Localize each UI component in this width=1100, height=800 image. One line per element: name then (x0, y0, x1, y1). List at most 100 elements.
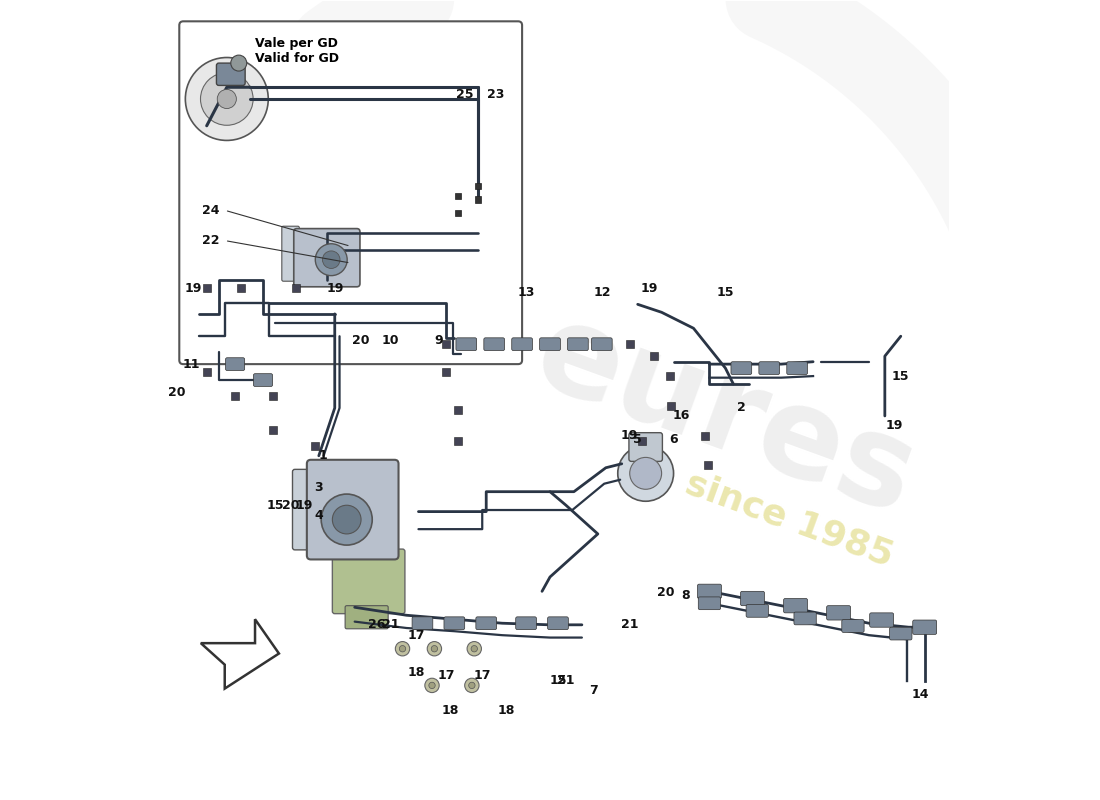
Circle shape (395, 642, 409, 656)
Text: since 1985: since 1985 (681, 466, 898, 573)
Text: 11: 11 (183, 358, 200, 370)
Bar (268, 392, 276, 400)
Bar (455, 194, 461, 199)
Bar (475, 183, 481, 190)
FancyBboxPatch shape (293, 470, 315, 550)
Text: 18: 18 (497, 705, 515, 718)
Text: 21: 21 (382, 618, 399, 631)
Text: 6: 6 (669, 434, 678, 446)
Bar (650, 352, 658, 360)
Circle shape (200, 73, 253, 126)
Bar (475, 196, 481, 202)
Text: 20: 20 (168, 386, 186, 398)
FancyBboxPatch shape (629, 433, 662, 462)
Text: 19: 19 (886, 419, 903, 432)
Circle shape (332, 506, 361, 534)
FancyBboxPatch shape (592, 338, 613, 350)
Text: 15: 15 (266, 498, 284, 512)
Circle shape (322, 251, 340, 269)
Text: 1: 1 (318, 450, 327, 462)
Circle shape (399, 646, 406, 652)
FancyBboxPatch shape (890, 627, 912, 640)
FancyBboxPatch shape (484, 338, 505, 350)
Circle shape (469, 682, 475, 689)
Circle shape (471, 646, 477, 652)
Text: 7: 7 (590, 685, 598, 698)
Bar (638, 438, 646, 446)
Circle shape (425, 678, 439, 693)
FancyBboxPatch shape (412, 617, 432, 630)
Circle shape (629, 458, 661, 490)
Text: eures: eures (519, 292, 932, 540)
FancyBboxPatch shape (740, 591, 764, 606)
FancyBboxPatch shape (698, 597, 720, 610)
FancyBboxPatch shape (179, 22, 522, 364)
FancyBboxPatch shape (548, 617, 569, 630)
FancyBboxPatch shape (476, 617, 496, 630)
Bar (666, 372, 673, 380)
Circle shape (321, 494, 372, 545)
FancyBboxPatch shape (307, 460, 398, 559)
Text: 20: 20 (352, 334, 368, 346)
FancyBboxPatch shape (759, 362, 780, 374)
FancyBboxPatch shape (226, 358, 244, 370)
Text: 16: 16 (673, 410, 690, 422)
Circle shape (618, 446, 673, 502)
Bar (455, 210, 461, 216)
FancyBboxPatch shape (794, 612, 816, 625)
Text: 2: 2 (737, 402, 746, 414)
Text: 13: 13 (517, 286, 535, 299)
Text: 4: 4 (315, 509, 323, 522)
FancyBboxPatch shape (332, 549, 405, 614)
Bar (454, 406, 462, 414)
Bar (236, 285, 244, 292)
FancyBboxPatch shape (455, 338, 476, 350)
Circle shape (468, 642, 482, 656)
Text: 25: 25 (455, 88, 473, 101)
Circle shape (217, 90, 236, 109)
Circle shape (429, 682, 436, 689)
Text: 19: 19 (326, 282, 343, 295)
Text: 19: 19 (621, 430, 638, 442)
Text: 15: 15 (892, 370, 910, 382)
Text: 24: 24 (202, 204, 220, 217)
Text: 18: 18 (442, 705, 459, 718)
Text: 20: 20 (657, 586, 674, 599)
Circle shape (464, 678, 478, 693)
FancyBboxPatch shape (746, 605, 769, 618)
FancyBboxPatch shape (732, 362, 751, 374)
Text: 17: 17 (407, 629, 425, 642)
Bar (454, 438, 462, 446)
Bar (626, 340, 634, 348)
FancyBboxPatch shape (786, 362, 807, 374)
FancyBboxPatch shape (783, 598, 807, 613)
Text: 23: 23 (487, 88, 505, 101)
FancyBboxPatch shape (870, 613, 893, 627)
FancyBboxPatch shape (444, 617, 464, 630)
Text: 22: 22 (202, 234, 220, 247)
Bar (231, 392, 239, 400)
Text: 14: 14 (912, 689, 930, 702)
Polygon shape (201, 619, 279, 689)
FancyBboxPatch shape (697, 584, 722, 598)
Bar (204, 368, 211, 376)
Bar (702, 432, 710, 440)
FancyBboxPatch shape (826, 606, 850, 620)
Circle shape (427, 642, 441, 656)
Circle shape (316, 244, 348, 276)
FancyBboxPatch shape (282, 226, 299, 282)
Text: 17: 17 (438, 669, 455, 682)
Bar (293, 285, 300, 292)
Circle shape (431, 646, 438, 652)
Text: 21: 21 (621, 618, 638, 631)
FancyBboxPatch shape (294, 229, 360, 286)
FancyBboxPatch shape (516, 617, 537, 630)
Bar (704, 462, 712, 470)
FancyBboxPatch shape (253, 374, 273, 386)
Text: 3: 3 (315, 481, 323, 494)
Text: 12: 12 (593, 286, 611, 299)
Text: 21: 21 (558, 674, 574, 687)
Text: 20: 20 (283, 498, 299, 512)
FancyBboxPatch shape (568, 338, 588, 350)
Text: 26: 26 (367, 618, 385, 631)
